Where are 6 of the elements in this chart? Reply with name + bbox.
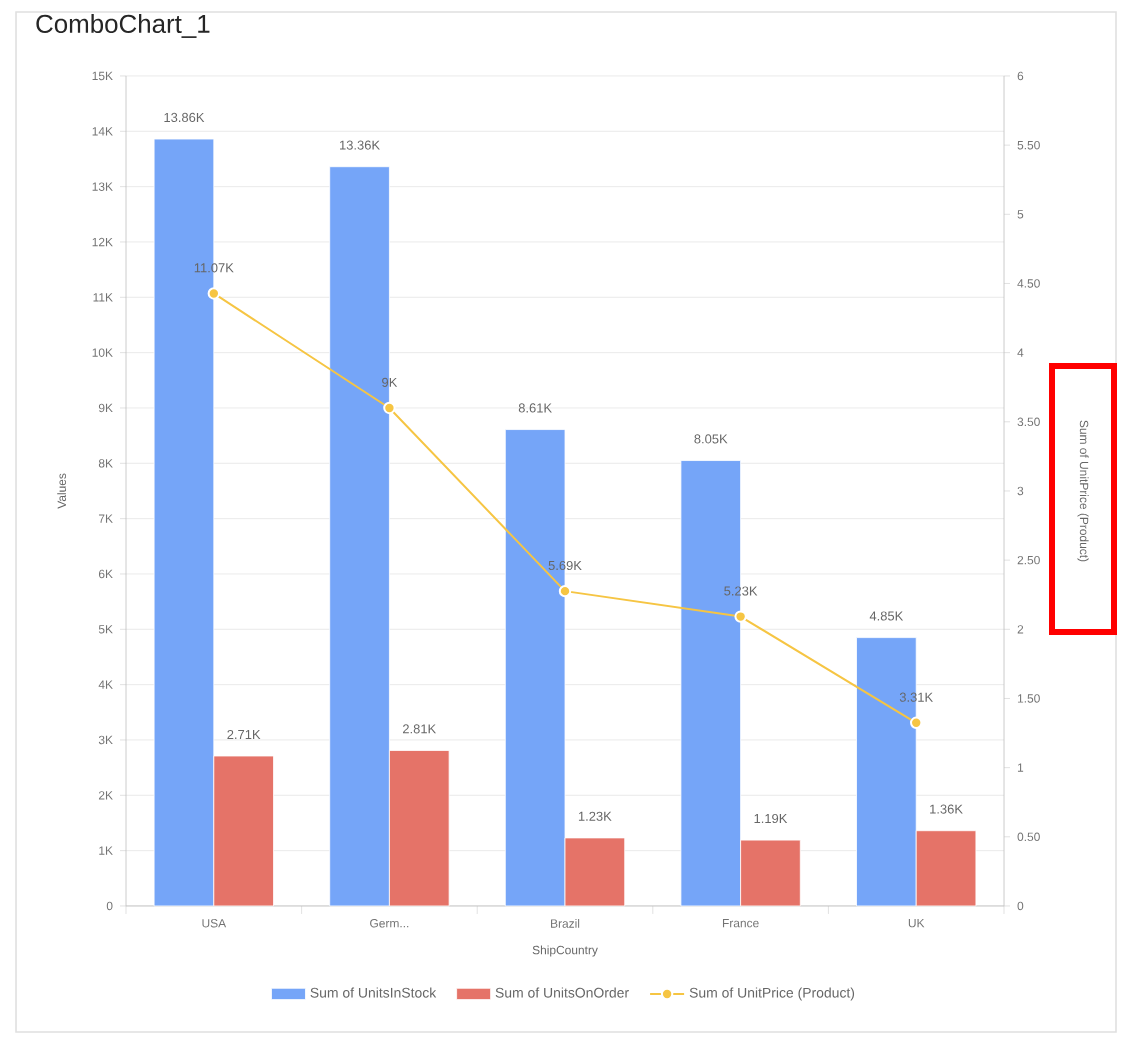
point bbox=[558, 584, 572, 598]
point bbox=[910, 716, 923, 730]
point bbox=[207, 287, 221, 300]
point bbox=[383, 401, 396, 415]
chart-title: ComboChart_1 bbox=[36, 14, 210, 38]
point bbox=[734, 610, 747, 623]
